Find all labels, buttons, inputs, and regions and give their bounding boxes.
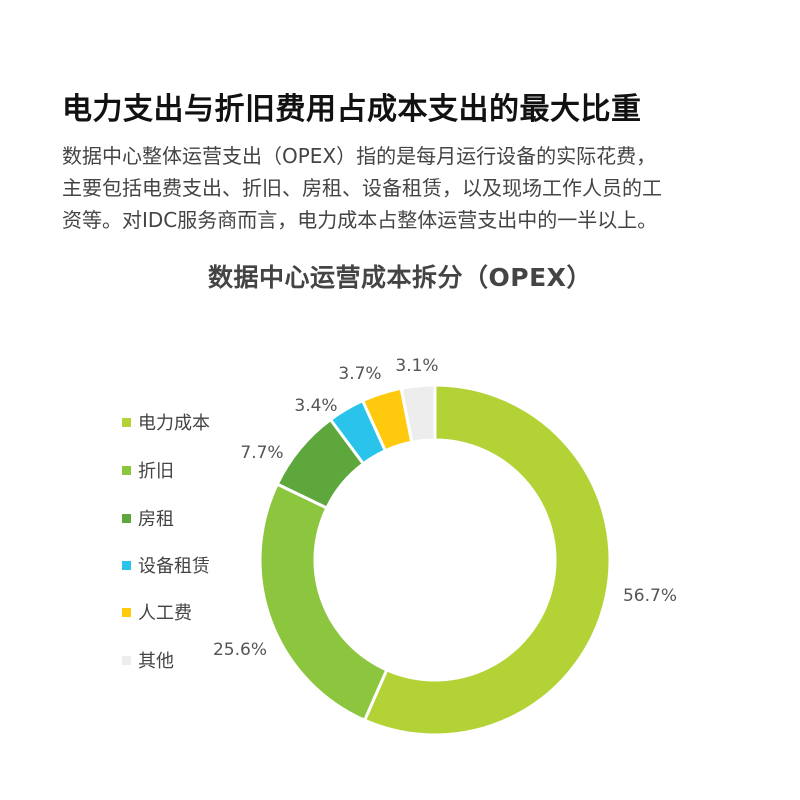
legend-item-labor: 人工费 [122, 600, 192, 624]
legend-item-other: 其他 [122, 648, 174, 672]
data-label-other: 3.1% [395, 356, 438, 376]
legend-swatch-depreciation [122, 465, 131, 475]
legend-label-rent: 房租 [138, 509, 174, 530]
legend-swatch-other [122, 655, 131, 665]
donut-data-labels: 56.7% 25.6% 7.7% 3.4%3.7% 3.1% [213, 356, 677, 660]
chart-title: 数据中心运营成本拆分（OPEX） [208, 263, 592, 292]
headline: 电力支出与折旧费用占成本支出的最大比重 [62, 92, 642, 127]
legend-item-power: 电力成本 [122, 410, 210, 434]
legend-swatch-labor [122, 607, 131, 617]
legend-item-rent: 房租 [122, 506, 174, 530]
donut-slice-depreciation [258, 482, 389, 723]
legend-label-depreciation: 折旧 [138, 461, 174, 482]
description-text: 数据中心整体运营支出（OPEX）指的是每月运行设备的实际花费， 主要包括电费支出… [62, 140, 752, 236]
data-label-power: 56.7% [623, 586, 677, 606]
donut-slices [258, 383, 612, 737]
legend-label-equipment-lease: 设备租赁 [138, 556, 210, 577]
description-line-3: 资等。对IDC服务商而言，电力成本占整体运营支出中的一半以上。 [62, 208, 658, 232]
legend-swatch-power [122, 417, 131, 427]
donut-slice-other [399, 383, 437, 445]
data-label-labor: 3.7% [338, 364, 381, 384]
legend-label-power: 电力成本 [138, 413, 210, 434]
data-label-rent: 7.7% [240, 443, 283, 463]
legend-item-equipment-lease: 设备租赁 [122, 553, 210, 577]
description-line-2: 主要包括电费支出、折旧、房租、设备租赁，以及现场工作人员的工 [62, 176, 662, 200]
legend-swatch-rent [122, 513, 131, 523]
legend-label-labor: 人工费 [138, 603, 192, 624]
legend-swatch-equipment-lease [122, 560, 131, 570]
data-label-depreciation: 25.6% [213, 640, 267, 660]
legend-label-other: 其他 [138, 651, 174, 672]
legend-item-depreciation: 折旧 [122, 458, 174, 482]
description-line-1: 数据中心整体运营支出（OPEX）指的是每月运行设备的实际花费， [62, 144, 657, 168]
data-label-equipment-lease: 3.4% [294, 396, 337, 416]
donut-slice-power [362, 383, 612, 737]
